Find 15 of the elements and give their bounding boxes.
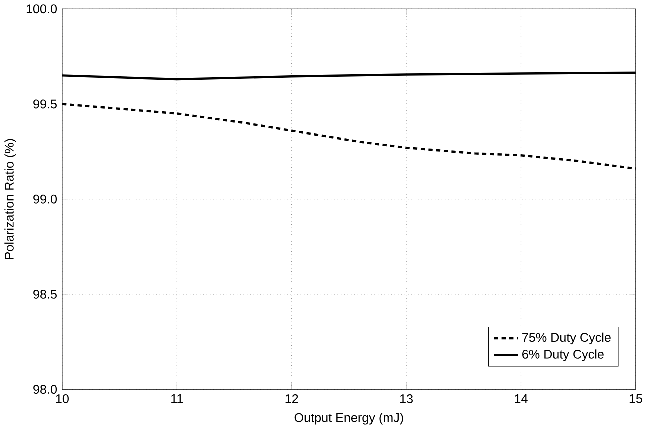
x-axis-title: Output Energy (mJ)	[294, 412, 404, 425]
legend-label: 75% Duty Cycle	[522, 332, 611, 344]
y-tick-label: 100.0	[26, 4, 58, 14]
x-tick-label: 10	[56, 394, 69, 404]
legend-label: 6% Duty Cycle	[522, 349, 604, 362]
x-tick-label: 14	[515, 394, 528, 403]
x-tick-label: 13	[400, 394, 413, 404]
y-tick-label: 98.5	[34, 290, 57, 299]
y-tick-label: 98.0	[34, 384, 58, 394]
y-tick-label: 99.5	[34, 100, 57, 108]
x-tick-label: 11	[172, 394, 184, 403]
y-tick-label: 99.0	[34, 194, 58, 204]
x-tick-label: 15	[630, 394, 642, 404]
x-tick-label: 12	[286, 394, 298, 404]
y-axis-title: Polarization Ratio (%)	[4, 139, 16, 259]
